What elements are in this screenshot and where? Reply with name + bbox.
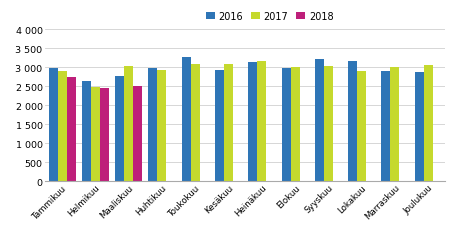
Bar (424, 66, 433, 181)
Bar (49, 69, 58, 181)
Bar (182, 58, 191, 181)
Bar (281, 69, 291, 181)
Bar (257, 62, 266, 181)
Bar (215, 70, 224, 181)
Bar (124, 67, 133, 181)
Bar (158, 71, 167, 181)
Bar (324, 67, 333, 181)
Bar (115, 77, 124, 181)
Bar (100, 88, 109, 181)
Bar (191, 65, 200, 181)
Bar (348, 62, 357, 181)
Bar (82, 82, 91, 181)
Bar (357, 72, 366, 181)
Bar (248, 63, 257, 181)
Bar (148, 69, 158, 181)
Bar (133, 86, 142, 181)
Legend: 2016, 2017, 2018: 2016, 2017, 2018 (202, 8, 337, 25)
Bar (381, 72, 390, 181)
Bar (224, 65, 233, 181)
Bar (390, 68, 400, 181)
Bar (291, 68, 300, 181)
Bar (415, 73, 424, 181)
Bar (315, 60, 324, 181)
Bar (58, 72, 67, 181)
Bar (91, 88, 100, 181)
Bar (67, 78, 75, 181)
